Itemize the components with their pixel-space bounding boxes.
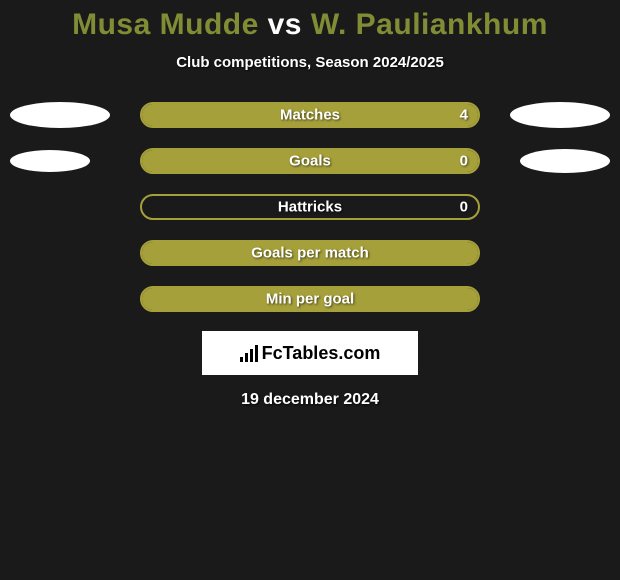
stat-row: Hattricks0 [0, 193, 620, 221]
stat-row: Goals per match [0, 239, 620, 267]
logo-text: FcTables.com [262, 343, 381, 364]
stat-value: 0 [460, 153, 468, 170]
stat-bar: Goals per match [140, 240, 480, 266]
stat-row: Matches4 [0, 101, 620, 129]
subtitle: Club competitions, Season 2024/2025 [0, 54, 620, 71]
left-ellipse-icon [10, 150, 90, 172]
stat-row: Min per goal [0, 285, 620, 313]
stat-bar: Hattricks0 [140, 194, 480, 220]
logo-inner: FcTables.com [240, 343, 381, 364]
stat-bar: Goals0 [140, 148, 480, 174]
stat-bar-fill [142, 242, 478, 264]
right-ellipse-icon [510, 102, 610, 128]
left-ellipse-icon [10, 102, 110, 128]
stat-bar: Min per goal [140, 286, 480, 312]
stat-bar: Matches4 [140, 102, 480, 128]
stat-value: 4 [460, 107, 468, 124]
stat-value: 0 [460, 199, 468, 216]
source-logo: FcTables.com [202, 331, 418, 375]
vs-separator: vs [268, 8, 302, 41]
right-ellipse-icon [520, 149, 610, 173]
stat-row: Goals0 [0, 147, 620, 175]
stat-label: Hattricks [142, 199, 478, 216]
comparison-card: Musa Mudde vs W. Pauliankhum Club compet… [0, 0, 620, 409]
player1-name: Musa Mudde [72, 8, 259, 41]
date-label: 19 december 2024 [0, 391, 620, 409]
stat-bar-fill [142, 104, 478, 126]
player2-name: W. Pauliankhum [311, 8, 548, 41]
page-title: Musa Mudde vs W. Pauliankhum [0, 8, 620, 42]
logo-bars-icon [240, 344, 258, 362]
stat-rows: Matches4Goals0Hattricks0Goals per matchM… [0, 101, 620, 313]
stat-bar-fill [142, 288, 478, 310]
stat-bar-fill [142, 150, 478, 172]
